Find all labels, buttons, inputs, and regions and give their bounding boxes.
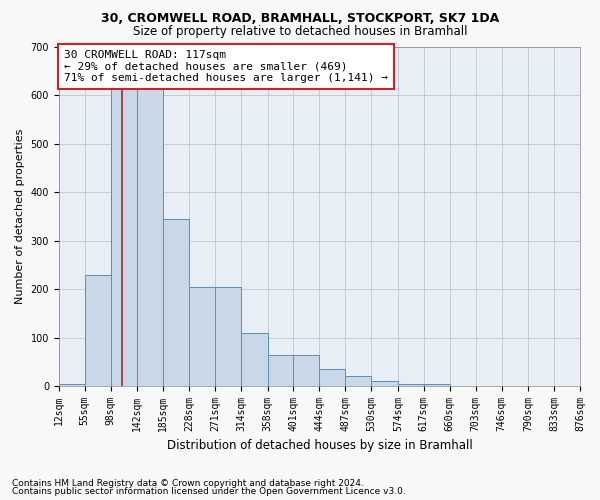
Bar	[215, 286, 241, 386]
Text: Contains HM Land Registry data © Crown copyright and database right 2024.: Contains HM Land Registry data © Crown c…	[12, 478, 364, 488]
X-axis label: Distribution of detached houses by size in Bramhall: Distribution of detached houses by size …	[167, 440, 472, 452]
Bar	[371, 382, 398, 386]
Bar	[137, 66, 163, 386]
Text: Size of property relative to detached houses in Bramhall: Size of property relative to detached ho…	[133, 25, 467, 38]
Bar	[85, 274, 110, 386]
Bar	[189, 286, 215, 386]
Bar	[293, 354, 319, 386]
Bar	[268, 354, 293, 386]
Text: 30, CROMWELL ROAD, BRAMHALL, STOCKPORT, SK7 1DA: 30, CROMWELL ROAD, BRAMHALL, STOCKPORT, …	[101, 12, 499, 26]
Bar	[398, 384, 424, 386]
Text: Contains public sector information licensed under the Open Government Licence v3: Contains public sector information licen…	[12, 487, 406, 496]
Text: 30 CROMWELL ROAD: 117sqm
← 29% of detached houses are smaller (469)
71% of semi-: 30 CROMWELL ROAD: 117sqm ← 29% of detach…	[64, 50, 388, 83]
Bar	[424, 384, 449, 386]
Bar	[241, 333, 268, 386]
Bar	[163, 219, 189, 386]
Bar	[346, 376, 371, 386]
Bar	[110, 66, 137, 386]
Bar	[319, 369, 346, 386]
Bar	[59, 384, 85, 386]
Y-axis label: Number of detached properties: Number of detached properties	[15, 128, 25, 304]
